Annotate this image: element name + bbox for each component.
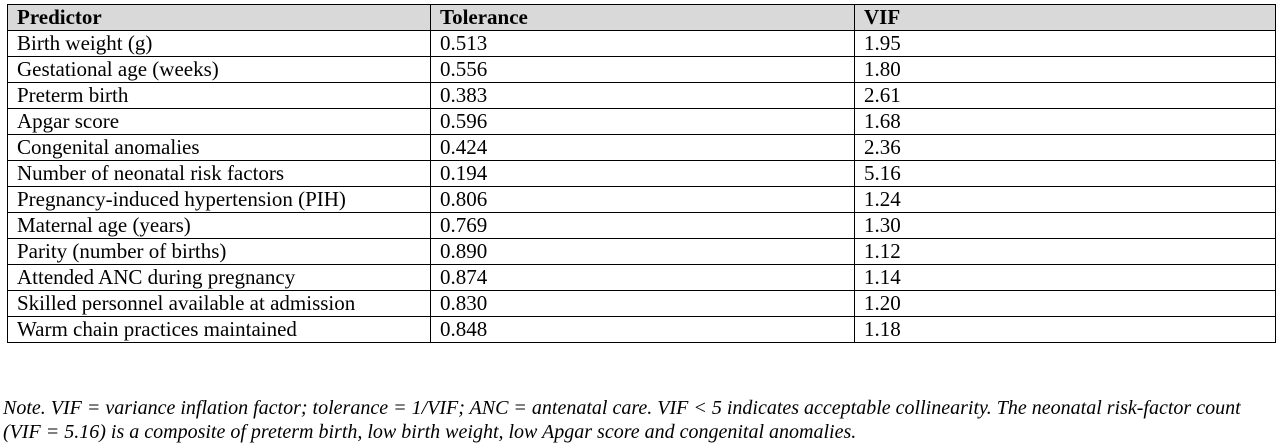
cell-predictor: Parity (number of births) [7,238,431,265]
table-row: Skilled personnel available at admission… [7,290,1276,317]
table-row: Congenital anomalies 0.424 2.36 [7,134,1276,161]
table-row: Number of neonatal risk factors 0.194 5.16 [7,160,1276,187]
cell-tolerance: 0.383 [430,82,855,109]
cell-predictor: Skilled personnel available at admission [7,290,431,317]
cell-predictor: Apgar score [7,108,431,135]
table-header: Predictor Tolerance VIF [7,4,1276,31]
table-row: Maternal age (years) 0.769 1.30 [7,212,1276,239]
cell-tolerance: 0.194 [430,160,855,187]
cell-predictor: Number of neonatal risk factors [7,160,431,187]
table-row: Parity (number of births) 0.890 1.12 [7,238,1276,265]
table-row: Preterm birth 0.383 2.61 [7,82,1276,109]
table-note: Note. VIF = variance inflation factor; t… [3,397,1241,443]
header-predictor: Predictor [7,4,431,31]
cell-tolerance: 0.769 [430,212,855,239]
cell-predictor: Congenital anomalies [7,134,431,161]
cell-vif: 1.68 [854,108,1276,135]
cell-predictor: Preterm birth [7,82,431,109]
table-row: Warm chain practices maintained 0.848 1.18 [7,316,1276,343]
cell-vif: 5.16 [854,160,1276,187]
cell-tolerance: 0.596 [430,108,855,135]
cell-vif: 2.61 [854,82,1276,109]
collinearity-table: Predictor Tolerance VIF Birth weight (g)… [7,4,1276,343]
cell-tolerance: 0.830 [430,290,855,317]
table-body: Birth weight (g) 0.513 1.95 Gestational age… [7,30,1276,343]
cell-predictor: Birth weight (g) [7,30,431,57]
cell-vif: 1.18 [854,316,1276,343]
cell-vif: 2.36 [854,134,1276,161]
cell-vif: 1.95 [854,30,1276,57]
cell-predictor: Warm chain practices maintained [7,316,431,343]
table-row: Pregnancy-induced hypertension (PIH) 0.80… [7,186,1276,213]
cell-predictor: Attended ANC during pregnancy [7,264,431,291]
table-row: Apgar score 0.596 1.68 [7,108,1276,135]
header-row: Predictor Tolerance VIF [7,4,1276,31]
cell-vif: 1.14 [854,264,1276,291]
cell-predictor: Maternal age (years) [7,212,431,239]
cell-tolerance: 0.874 [430,264,855,291]
cell-tolerance: 0.890 [430,238,855,265]
header-tolerance: Tolerance [430,4,855,31]
table-row: Birth weight (g) 0.513 1.95 [7,30,1276,57]
cell-tolerance: 0.513 [430,30,855,57]
cell-vif: 1.80 [854,56,1276,83]
cell-tolerance: 0.848 [430,316,855,343]
cell-predictor: Pregnancy-induced hypertension (PIH) [7,186,431,213]
cell-vif: 1.12 [854,238,1276,265]
cell-vif: 1.24 [854,186,1276,213]
table-row: Attended ANC during pregnancy 0.874 1.14 [7,264,1276,291]
cell-vif: 1.20 [854,290,1276,317]
cell-vif: 1.30 [854,212,1276,239]
cell-tolerance: 0.556 [430,56,855,83]
table-row: Gestational age (weeks) 0.556 1.80 [7,56,1276,83]
cell-tolerance: 0.424 [430,134,855,161]
cell-predictor: Gestational age (weeks) [7,56,431,83]
cell-tolerance: 0.806 [430,186,855,213]
header-vif: VIF [854,4,1276,31]
